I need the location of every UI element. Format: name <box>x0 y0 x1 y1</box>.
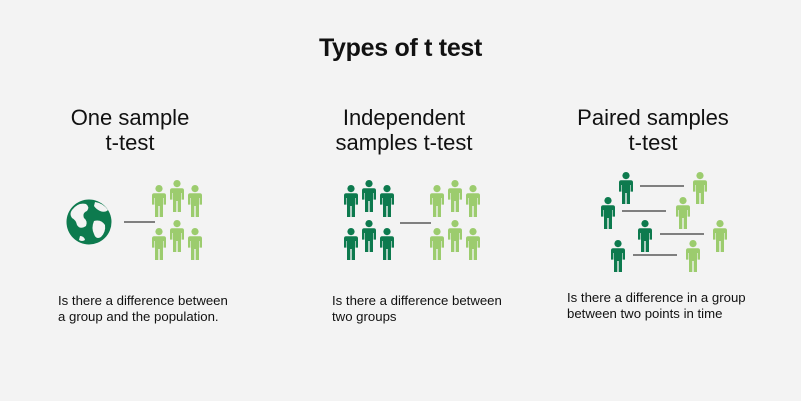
person-icon <box>170 220 184 252</box>
person-icon <box>448 180 462 212</box>
person-icon <box>362 180 376 212</box>
person-icon <box>638 220 652 252</box>
one-sample-title-line2: t-test <box>105 130 155 155</box>
person-icon <box>188 228 202 260</box>
independent-samples-title-line2: samples t-test <box>335 130 473 155</box>
diagram-title: Types of t test <box>318 34 483 62</box>
person-icon <box>188 185 202 217</box>
globe-icon <box>66 199 112 245</box>
group-b <box>430 180 480 260</box>
one-sample-description-line2: a group and the population. <box>58 309 219 324</box>
one-sample-title-line1: One sample <box>70 105 190 130</box>
person-icon <box>686 240 700 272</box>
independent-samples-title-line1: Independent <box>342 105 466 130</box>
person-icon <box>344 185 358 217</box>
paired-samples-title: Paired samples t-test <box>543 105 763 155</box>
paired-samples-description-line2: between two points in time <box>567 306 723 321</box>
person-icon <box>170 180 184 212</box>
person-icon <box>430 185 444 217</box>
independent-samples-description-line2: two groups <box>332 309 397 324</box>
person-icon <box>430 228 444 260</box>
person-icon <box>713 220 727 252</box>
independent-samples-description-line1: Is there a difference between <box>332 293 502 308</box>
person-icon <box>466 185 480 217</box>
paired-samples-title-line1: Paired samples <box>577 105 729 130</box>
person-icon <box>152 228 166 260</box>
person-icon <box>152 185 166 217</box>
independent-samples-description: Is there a difference between two groups <box>332 293 562 325</box>
person-icon <box>693 172 707 204</box>
person-icon <box>619 172 633 204</box>
one-sample-description-line1: Is there a difference between <box>58 293 228 308</box>
person-icon <box>448 220 462 252</box>
person-icon <box>676 197 690 229</box>
paired-groups <box>601 172 727 272</box>
one-sample-description: Is there a difference between a group an… <box>58 293 288 325</box>
population-group <box>152 180 202 260</box>
paired-samples-title-line2: t-test <box>628 130 678 155</box>
one-sample-title: One sample t-test <box>20 105 240 155</box>
group-a <box>344 180 394 260</box>
person-icon <box>466 228 480 260</box>
person-icon <box>380 228 394 260</box>
person-icon <box>601 197 615 229</box>
person-icon <box>380 185 394 217</box>
independent-samples-title: Independent samples t-test <box>294 105 514 155</box>
person-icon <box>344 228 358 260</box>
paired-samples-description: Is there a difference in a group between… <box>567 290 797 322</box>
person-icon <box>362 220 376 252</box>
person-icon <box>611 240 625 272</box>
paired-samples-description-line1: Is there a difference in a group <box>567 290 746 305</box>
